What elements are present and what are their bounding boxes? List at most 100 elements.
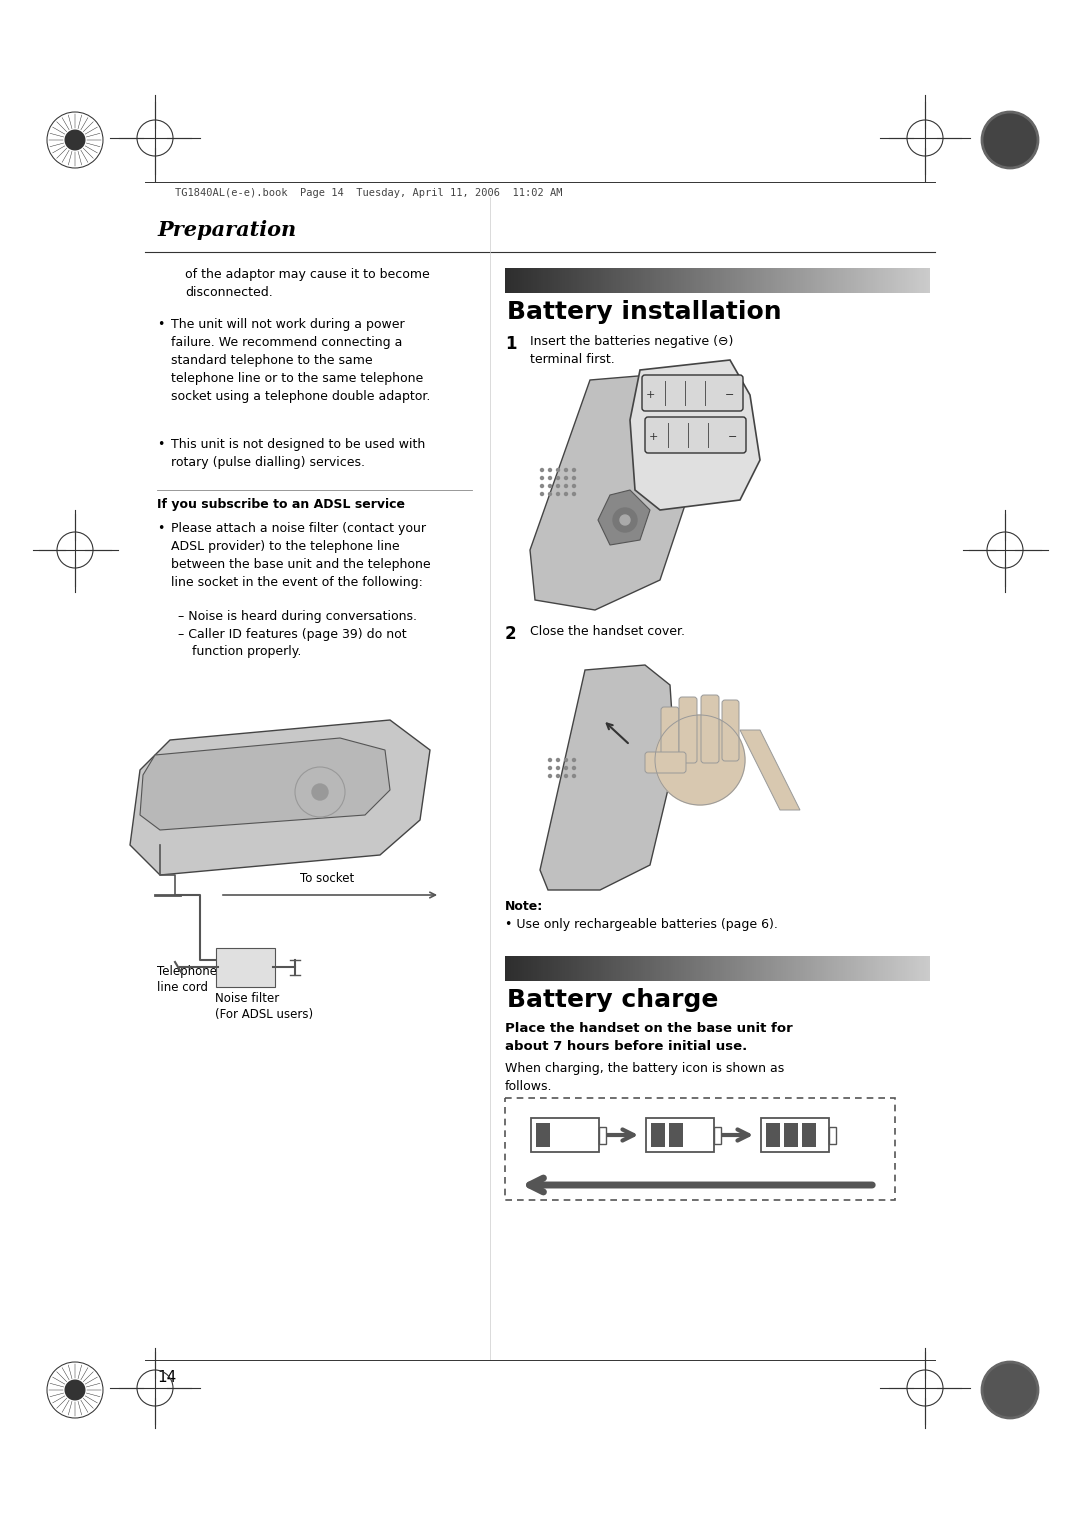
Circle shape (572, 758, 576, 761)
Bar (840, 957, 842, 981)
Bar (635, 957, 637, 981)
Bar (785, 957, 787, 981)
Bar (660, 267, 662, 293)
Bar (890, 267, 892, 293)
Bar (633, 267, 635, 293)
Bar (576, 267, 577, 293)
Bar (563, 957, 565, 981)
Bar (807, 957, 809, 981)
Bar (919, 957, 921, 981)
Bar (802, 267, 805, 293)
Circle shape (556, 758, 559, 761)
Bar (596, 957, 598, 981)
Text: Note:: Note: (505, 900, 543, 914)
Bar (721, 957, 724, 981)
Circle shape (540, 492, 543, 495)
Bar (647, 957, 649, 981)
Bar (739, 957, 741, 981)
Bar (894, 267, 896, 293)
Bar (741, 957, 743, 981)
Bar (550, 267, 552, 293)
Text: TG1840AL(e-e).book  Page 14  Tuesday, April 11, 2006  11:02 AM: TG1840AL(e-e).book Page 14 Tuesday, Apri… (175, 188, 563, 199)
Bar (781, 267, 783, 293)
Bar (800, 267, 802, 293)
Bar (592, 267, 594, 293)
Bar (730, 267, 732, 293)
Bar (505, 267, 508, 293)
Bar (824, 957, 826, 981)
Bar (921, 267, 923, 293)
Bar (637, 957, 639, 981)
Bar (563, 267, 565, 293)
Bar (707, 267, 708, 293)
Bar (675, 957, 677, 981)
Bar (860, 267, 862, 293)
Bar (522, 957, 524, 981)
Bar (558, 267, 561, 293)
Bar (805, 267, 807, 293)
Bar (561, 267, 563, 293)
Bar (787, 267, 789, 293)
Bar (805, 957, 807, 981)
Text: • Use only rechargeable batteries (page 6).: • Use only rechargeable batteries (page … (505, 918, 778, 931)
Text: – Noise is heard during conversations.: – Noise is heard during conversations. (178, 610, 417, 623)
Bar (756, 267, 758, 293)
Bar (835, 267, 837, 293)
Bar (915, 957, 917, 981)
Bar (901, 267, 903, 293)
Bar (717, 267, 719, 293)
Bar (537, 267, 539, 293)
Text: Please attach a noise filter (contact your
ADSL provider) to the telephone line
: Please attach a noise filter (contact yo… (171, 523, 431, 588)
Bar (577, 267, 579, 293)
Text: •: • (157, 318, 164, 332)
Bar (694, 267, 697, 293)
Bar (794, 957, 796, 981)
Bar (752, 957, 754, 981)
Circle shape (982, 112, 1038, 168)
Bar (703, 957, 705, 981)
Bar (726, 267, 728, 293)
Bar (526, 267, 528, 293)
Bar (886, 267, 888, 293)
Bar (662, 267, 664, 293)
Bar (662, 957, 664, 981)
Bar (605, 957, 607, 981)
Bar (845, 957, 847, 981)
Bar (552, 957, 554, 981)
Bar (849, 267, 851, 293)
Bar (571, 267, 573, 293)
Bar (598, 957, 600, 981)
Circle shape (572, 767, 576, 770)
Bar (784, 1123, 798, 1148)
Bar (666, 957, 669, 981)
Bar (713, 957, 715, 981)
Bar (798, 957, 800, 981)
Bar (556, 957, 558, 981)
Bar (732, 267, 734, 293)
Bar (697, 267, 699, 293)
Bar (762, 267, 765, 293)
Bar (573, 957, 576, 981)
Circle shape (572, 492, 576, 495)
Bar (590, 957, 592, 981)
Bar (517, 957, 519, 981)
Bar (831, 957, 833, 981)
Bar (539, 267, 541, 293)
Circle shape (540, 477, 543, 480)
Bar (779, 267, 781, 293)
Bar (530, 957, 532, 981)
FancyBboxPatch shape (661, 707, 679, 769)
Bar (873, 957, 875, 981)
Bar (673, 957, 675, 981)
Bar (892, 957, 894, 981)
Text: •: • (157, 523, 164, 535)
Circle shape (565, 469, 567, 472)
Bar (767, 267, 769, 293)
Circle shape (549, 775, 552, 778)
Bar (624, 957, 626, 981)
Bar (664, 957, 666, 981)
Text: 2: 2 (505, 625, 516, 643)
Bar (771, 957, 773, 981)
Bar (774, 267, 777, 293)
Bar (605, 267, 607, 293)
